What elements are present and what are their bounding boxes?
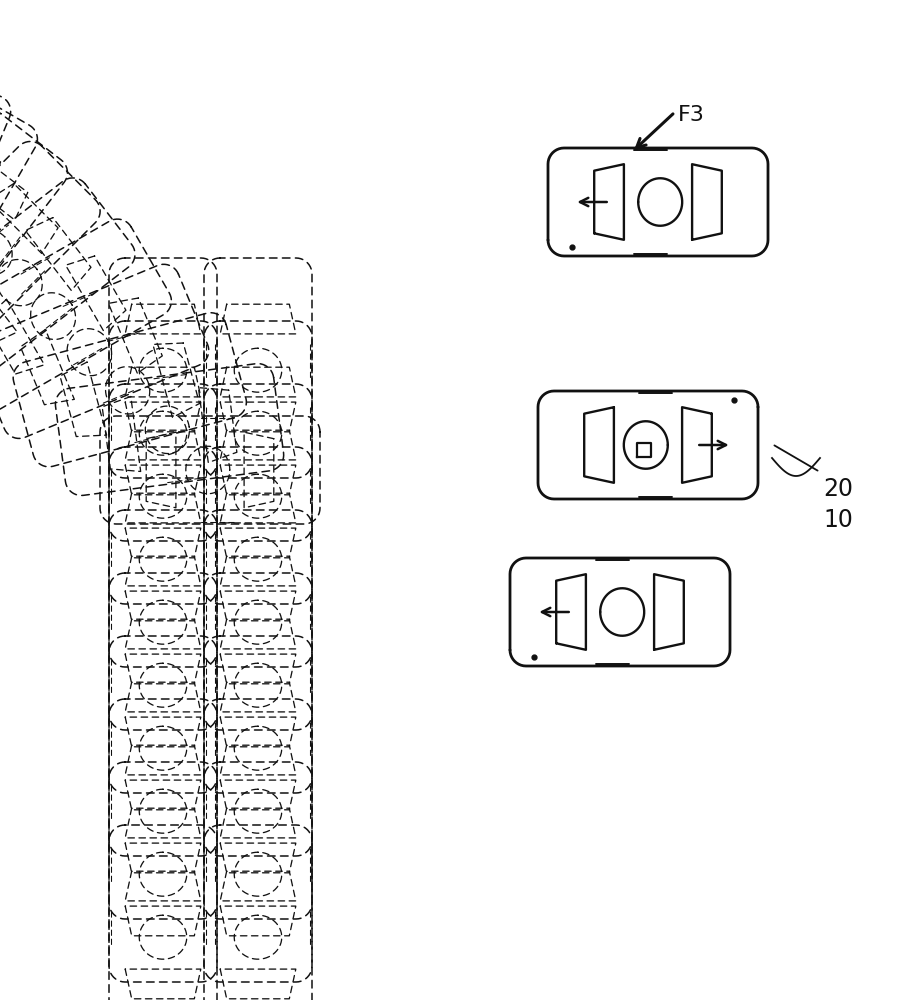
Text: F3: F3 (678, 105, 705, 125)
Text: 10: 10 (823, 508, 853, 532)
Text: 20: 20 (823, 477, 853, 501)
